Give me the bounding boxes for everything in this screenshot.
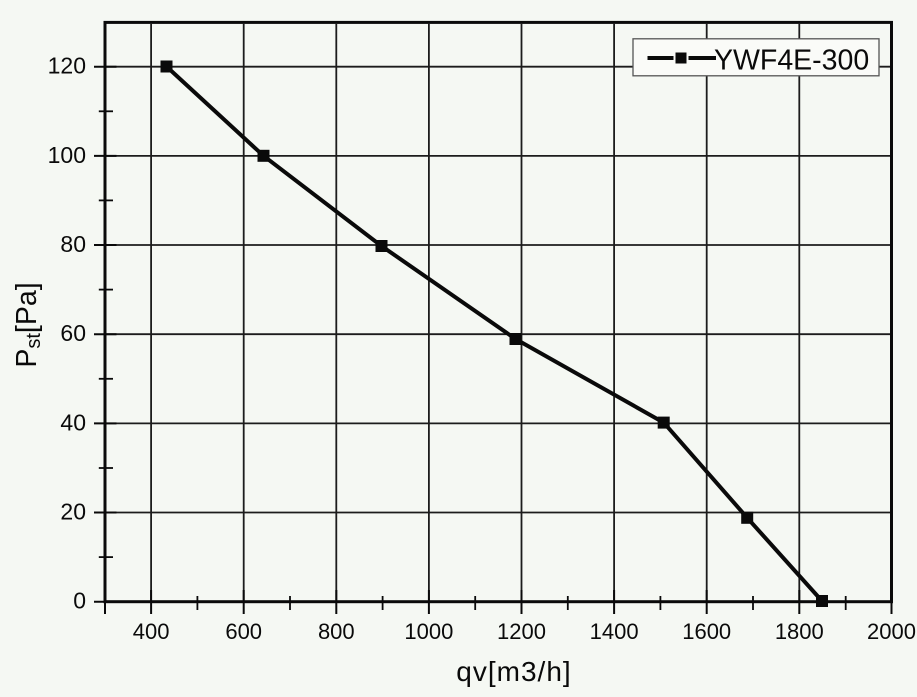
- svg-text:2000: 2000: [867, 619, 916, 644]
- svg-text:800: 800: [318, 619, 355, 644]
- svg-text:1800: 1800: [775, 619, 824, 644]
- svg-text:120: 120: [48, 53, 86, 79]
- svg-text:100: 100: [48, 142, 86, 168]
- svg-text:1200: 1200: [497, 619, 546, 644]
- svg-text:60: 60: [60, 320, 86, 346]
- svg-text:0: 0: [73, 588, 86, 614]
- svg-text:40: 40: [60, 409, 86, 435]
- svg-text:400: 400: [133, 619, 170, 644]
- svg-text:20: 20: [60, 499, 86, 525]
- svg-text:qv[m3/h]: qv[m3/h]: [456, 656, 571, 687]
- svg-text:600: 600: [225, 619, 262, 644]
- svg-text:1600: 1600: [682, 619, 731, 644]
- svg-text:80: 80: [60, 231, 86, 257]
- svg-text:1400: 1400: [590, 619, 639, 644]
- svg-text:Pst[Pa]: Pst[Pa]: [11, 282, 45, 367]
- svg-text:1000: 1000: [404, 619, 453, 644]
- svg-text:YWF4E-300: YWF4E-300: [714, 44, 869, 76]
